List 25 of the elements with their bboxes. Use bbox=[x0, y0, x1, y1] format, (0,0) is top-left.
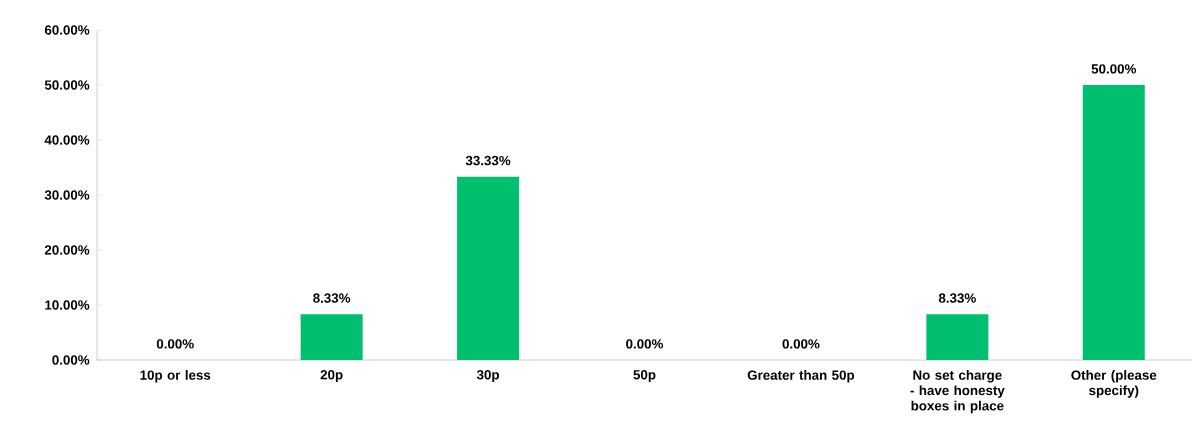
bar bbox=[457, 176, 520, 360]
data-label: 33.33% bbox=[465, 155, 511, 166]
y-tick-label: 50.00% bbox=[44, 80, 90, 90]
data-label: 8.33% bbox=[313, 293, 351, 303]
x-tick-label: Greater than 50p bbox=[747, 370, 855, 383]
x-tick-label: 30p bbox=[476, 370, 500, 383]
data-label: 0.00% bbox=[626, 339, 664, 349]
y-tick-label: 60.00% bbox=[44, 25, 90, 35]
x-tick-label: No set charge - have honesty boxes in place bbox=[910, 370, 1005, 414]
bar bbox=[300, 314, 363, 360]
x-tick-label: 10p or less bbox=[140, 370, 211, 383]
y-tick-label: 10.00% bbox=[45, 300, 90, 310]
bar bbox=[926, 314, 989, 360]
x-tick-label: 20p bbox=[320, 370, 343, 383]
y-tick-label: 0.00% bbox=[52, 355, 90, 365]
data-label: 0.00% bbox=[156, 339, 194, 349]
data-label: 8.33% bbox=[938, 293, 976, 303]
x-tick-label: 50p bbox=[633, 370, 656, 383]
y-tick-label: 40.00% bbox=[44, 135, 90, 145]
data-label: 50.00% bbox=[1091, 64, 1137, 74]
x-tick-label: Other (please specify) bbox=[1071, 370, 1157, 398]
y-tick-label: 20.00% bbox=[44, 245, 90, 255]
data-label: 0.00% bbox=[782, 339, 820, 349]
y-tick-label: 30.00% bbox=[44, 190, 90, 200]
bar bbox=[1082, 85, 1145, 360]
